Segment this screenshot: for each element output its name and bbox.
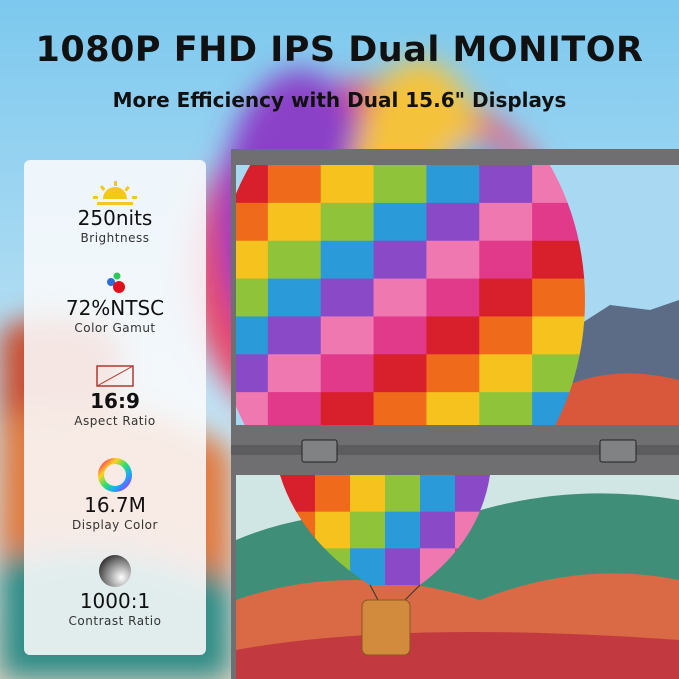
balloon-panel <box>267 316 322 355</box>
balloon-panel <box>385 511 421 549</box>
balloon-panel <box>236 240 269 280</box>
balloon-panel <box>320 316 375 355</box>
balloon-panel <box>315 475 351 513</box>
balloon-panel <box>373 392 427 425</box>
page-subtitle: More Efficiency with Dual 15.6" Displays <box>112 88 567 112</box>
balloon-panel <box>426 240 480 280</box>
balloon-panel <box>426 316 480 355</box>
sun-icon <box>93 181 137 205</box>
balloon-panel <box>420 511 456 549</box>
balloon-panel <box>320 202 375 242</box>
balloon-basket <box>361 599 411 656</box>
bottom-monitor-screen <box>236 475 679 679</box>
balloon-panel <box>385 548 421 585</box>
balloon-panel <box>320 165 375 204</box>
balloon-panel <box>426 278 480 317</box>
balloon-panel <box>320 278 375 317</box>
balloon-panel <box>479 165 533 204</box>
balloon-panel <box>236 354 269 393</box>
contrast-icon <box>99 555 131 587</box>
balloon-panel <box>479 316 533 355</box>
balloon-panel <box>236 202 269 242</box>
balloon-panel <box>267 354 322 393</box>
color-wheel-icon <box>98 458 132 492</box>
hinge-right <box>599 439 637 463</box>
feature-value: 16.7M <box>84 493 146 517</box>
balloon-panel <box>267 165 322 204</box>
aspect-ratio-icon <box>96 365 134 387</box>
feature-label: Brightness <box>80 231 150 245</box>
balloon-panel <box>426 202 480 242</box>
balloon-panel <box>350 475 386 513</box>
balloon-panel <box>373 202 427 242</box>
feature-value: 1000:1 <box>79 589 151 613</box>
feature-label: Aspect Ratio <box>74 414 156 428</box>
rgb-dots-icon <box>107 272 125 293</box>
balloon-panel <box>479 354 533 393</box>
feature-value: 16:9 <box>90 389 140 413</box>
balloon-panel <box>267 278 322 317</box>
feature-color-gamut: 72%NTSC Color Gamut <box>24 270 206 336</box>
balloon-panel <box>532 240 585 280</box>
feature-label: Display Color <box>72 518 158 532</box>
feature-label: Color Gamut <box>74 321 156 335</box>
balloon-panel <box>267 202 322 242</box>
top-monitor-screen <box>236 165 679 425</box>
feature-display-color: 16.7M Display Color <box>24 457 206 533</box>
balloon-panel <box>426 354 480 393</box>
page-title: 1080P FHD IPS Dual MONITOR <box>35 30 644 70</box>
balloon-panel <box>373 316 427 355</box>
balloon-panel <box>267 240 322 280</box>
balloon-panel <box>532 278 585 317</box>
balloon-panel <box>267 392 322 425</box>
balloon-panel <box>320 354 375 393</box>
hinge-left <box>301 439 338 463</box>
balloon-panel <box>236 316 269 355</box>
feature-aspect-ratio: 16:9 Aspect Ratio <box>24 363 206 429</box>
feature-value: 72%NTSC <box>65 296 165 320</box>
balloon-panel <box>479 278 533 317</box>
feature-label: Contrast Ratio <box>68 614 162 628</box>
balloon-panel <box>320 392 375 425</box>
balloon-panel <box>236 278 269 317</box>
feature-card: 250nits Brightness 72%NTSC Color Gamut 1… <box>24 160 206 655</box>
balloon-panel <box>479 240 533 280</box>
balloon-panel <box>532 316 585 355</box>
balloon-panel <box>320 240 375 280</box>
balloon-panel <box>350 511 386 549</box>
balloon-panel <box>479 202 533 242</box>
feature-value: 250nits <box>77 206 153 230</box>
feature-contrast: 1000:1 Contrast Ratio <box>24 553 206 629</box>
balloon-panel <box>426 392 480 425</box>
balloon-panel <box>373 240 427 280</box>
balloon-panel <box>373 165 427 204</box>
balloon-panel <box>373 278 427 317</box>
balloon-panel <box>385 475 421 513</box>
balloon-panel <box>479 392 533 425</box>
balloon-panel <box>420 475 456 513</box>
feature-brightness: 250nits Brightness <box>24 180 206 246</box>
balloon-panel <box>426 165 480 204</box>
balloon-panel <box>315 511 351 549</box>
balloon-panel <box>373 354 427 393</box>
